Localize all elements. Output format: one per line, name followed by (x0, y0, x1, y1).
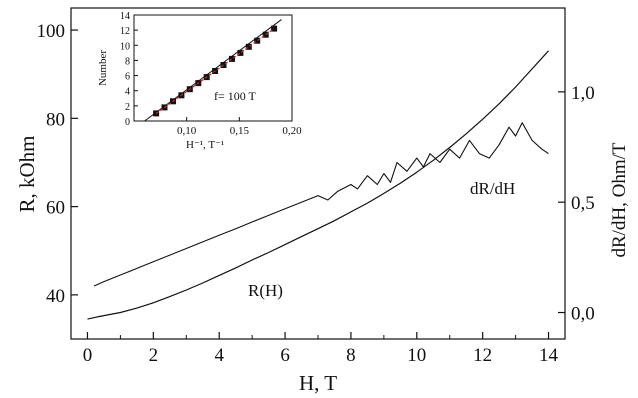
inset-y-tick-label: 12 (120, 26, 130, 37)
inset-data-point (237, 49, 244, 56)
inset-y-tick-label: 0 (125, 117, 130, 128)
inset-annotation-frequency: f= 100 T (214, 89, 257, 103)
y-axis-left-title: R, kOhm (15, 135, 39, 212)
y-left-tick-label: 60 (46, 198, 65, 219)
x-tick-label: 0 (83, 345, 93, 366)
inset-axis-ticks: 0,10 0,15 0,20 0 2 4 6 8 10 12 14 (120, 11, 302, 137)
main-series-group (87, 50, 549, 320)
inset-data-point (271, 25, 278, 32)
annotation-r-of-h: R(H) (248, 281, 283, 300)
annotation-dr-dh: dR/dH (470, 179, 515, 198)
inset-x-tick-label: 0,10 (177, 125, 197, 137)
x-tick-label: 4 (214, 345, 224, 366)
y-right-tick-label: 1,0 (571, 83, 595, 104)
y-right-tick-label: 0,5 (571, 193, 595, 214)
inset-y-tick-label: 2 (125, 102, 130, 113)
x-tick-label: 10 (407, 345, 426, 366)
inset-x-tick-label: 0,20 (282, 125, 302, 137)
inset-x-tick-label: 0,15 (230, 125, 250, 137)
y-axis-right-title: dR/dH, Ohm/T (609, 142, 630, 257)
series-line-r-of-h (87, 50, 549, 320)
x-tick-label: 2 (149, 345, 159, 366)
inset-trend-overlay (155, 28, 275, 114)
inset-data-point (229, 55, 235, 62)
inset-data-point (262, 31, 269, 38)
inset-y-tick-label: 8 (125, 56, 130, 67)
y-right-tick-label: 0,0 (571, 304, 595, 325)
inset-series-group (144, 19, 282, 122)
inset-x-axis-title: H⁻¹, T⁻¹ (186, 139, 224, 151)
inset-y-tick-label: 10 (120, 41, 130, 52)
inset-data-point (254, 37, 261, 44)
x-tick-label: 14 (539, 345, 559, 366)
inset-y-tick-label: 4 (125, 87, 130, 98)
x-tick-label: 12 (473, 345, 492, 366)
inset-data-point (245, 43, 252, 50)
y-left-tick-label: 100 (37, 21, 66, 42)
inset-y-tick-label: 14 (120, 11, 130, 22)
x-tick-label: 6 (280, 345, 290, 366)
inset-y-tick-label: 6 (125, 72, 130, 83)
inset-y-axis-title: Number (97, 50, 109, 86)
x-tick-label: 8 (346, 345, 356, 366)
y-left-tick-label: 40 (46, 286, 65, 307)
x-axis-title: H, T (299, 371, 337, 395)
series-line-dr-dh (93, 122, 549, 287)
y-left-tick-label: 80 (46, 109, 65, 130)
inset-plot-frame (133, 14, 293, 122)
